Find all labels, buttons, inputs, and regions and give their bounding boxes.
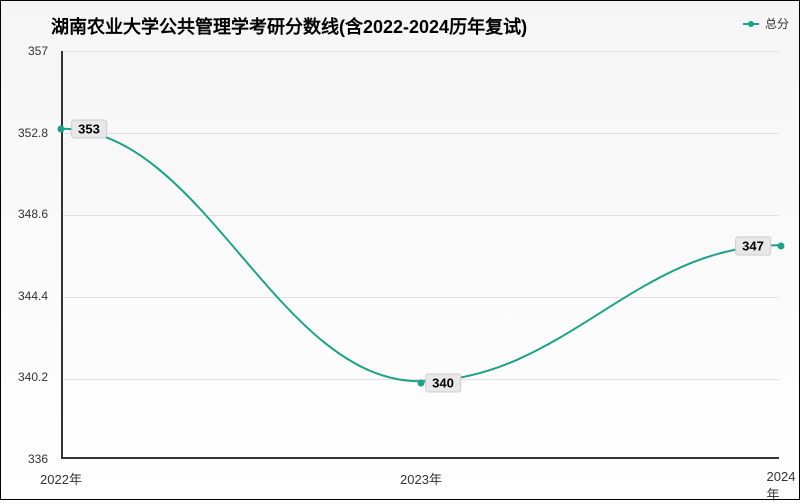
y-tick-label: 357 <box>28 44 48 58</box>
y-axis-labels: 336340.2344.4348.6352.8357 <box>1 51 56 459</box>
data-label: 340 <box>425 373 461 392</box>
y-tick-label: 352.8 <box>18 126 48 140</box>
data-point <box>778 243 785 250</box>
plot-area: 353 340 347 <box>61 51 779 459</box>
y-tick-label: 340.2 <box>18 370 48 384</box>
legend-label: 总分 <box>765 15 789 32</box>
y-tick-label: 348.6 <box>18 207 48 221</box>
series-line <box>61 129 779 382</box>
y-tick-label: 344.4 <box>18 289 48 303</box>
legend: 总分 <box>743 15 789 32</box>
data-point <box>58 126 65 133</box>
chart-title: 湖南农业大学公共管理学考研分数线(含2022-2024历年复试) <box>51 13 527 39</box>
x-tick-label: 2023年 <box>400 469 442 488</box>
x-tick-label: 2024年 <box>767 469 796 503</box>
x-axis-labels: 2022年2023年2024年 <box>61 469 779 489</box>
data-label: 353 <box>71 120 107 139</box>
x-tick-label: 2022年 <box>40 469 82 488</box>
y-tick-label: 336 <box>28 452 48 466</box>
chart-container: 湖南农业大学公共管理学考研分数线(含2022-2024历年复试) 总分 336 3… <box>0 0 800 500</box>
data-point <box>418 379 425 386</box>
data-label: 347 <box>735 237 771 256</box>
legend-swatch <box>743 23 759 25</box>
line-chart-svg <box>61 51 779 459</box>
